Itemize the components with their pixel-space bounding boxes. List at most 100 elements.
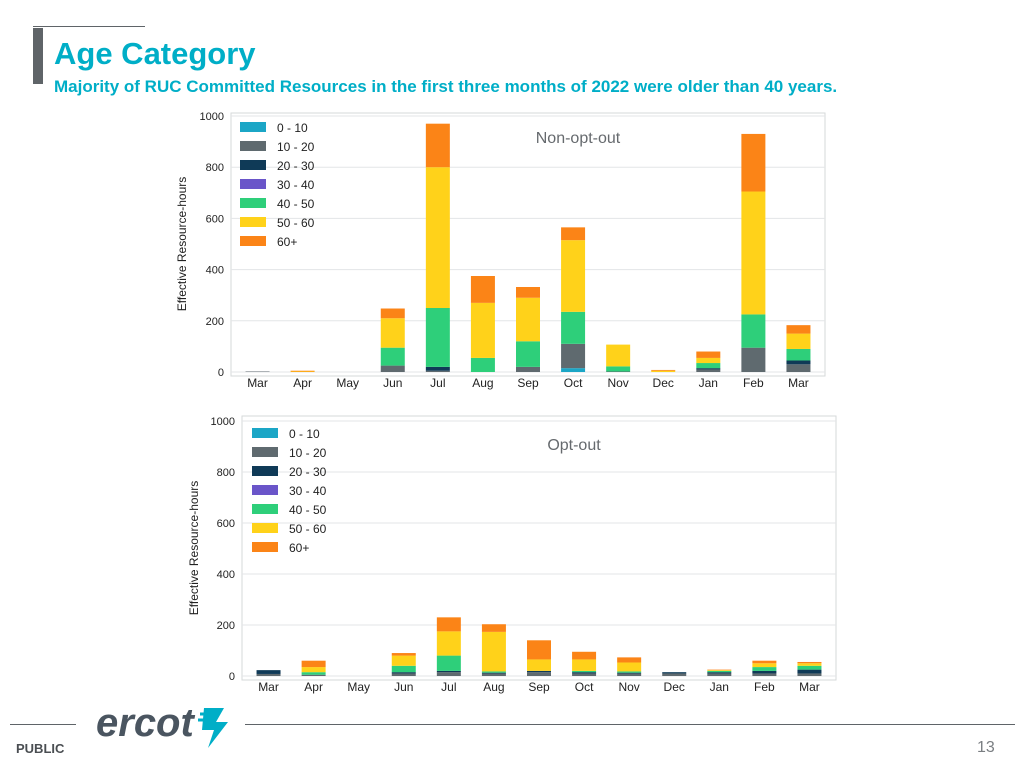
non-opt-out-bar-oct-8-seg-1 [561, 343, 586, 369]
non-opt-out-x-tick-label: Oct [564, 376, 583, 390]
non-opt-out-y-axis-label: Effective Resource-hours [175, 177, 189, 312]
non-opt-out-bar-jul-5-seg-1 [425, 370, 450, 372]
opt-out-bar-mar-13-seg-4 [797, 665, 822, 670]
non-opt-out-legend-swatch [240, 122, 266, 132]
non-opt-out-legend-swatch [240, 236, 266, 246]
opt-out-x-tick-label: Jul [441, 680, 456, 694]
opt-out-plot-frame [241, 415, 837, 681]
opt-out-bar-jun-4-seg-6 [391, 653, 416, 656]
opt-out-bar-apr-2-seg-5 [301, 667, 326, 673]
non-opt-out-x-tick-label: Jan [699, 376, 718, 390]
opt-out-bar-apr-2-seg-4 [301, 672, 326, 675]
non-opt-out-legend-swatch [240, 179, 266, 189]
non-opt-out-bar-feb-12-seg-1 [741, 347, 766, 372]
opt-out-x-tick-label: Mar [799, 680, 820, 694]
opt-out-legend-label: 30 - 40 [289, 484, 327, 498]
non-opt-out-x-tick-label: Dec [653, 376, 674, 390]
non-opt-out-bar-apr-2-seg-6 [290, 370, 315, 372]
non-opt-out-bar-nov-9-seg-5 [606, 344, 631, 367]
opt-out-x-tick-label: Jan [710, 680, 729, 694]
opt-out-bar-jul-5-seg-6 [436, 617, 461, 632]
non-opt-out-bar-jan-11-seg-1 [696, 369, 721, 372]
opt-out-bar-jul-5-seg-4 [436, 655, 461, 671]
opt-out-y-tick-label: 600 [217, 518, 235, 530]
non-opt-out-bar-dec-10-seg-6 [651, 369, 676, 371]
page-title: Age Category [54, 36, 256, 71]
non-opt-out-x-tick-label: Jun [383, 376, 402, 390]
non-opt-out-bar-dec-10-seg-5 [651, 370, 676, 372]
non-opt-out-bar-mar-1-seg-1 [245, 371, 270, 372]
non-opt-out-bar-jan-11-seg-2 [696, 368, 721, 370]
opt-out-bar-mar-13-seg-5 [797, 663, 822, 666]
opt-out-bar-dec-10-seg-2 [662, 672, 687, 674]
non-opt-out-bar-mar-13-seg-1 [786, 364, 811, 372]
opt-out-bar-jun-4-seg-2 [391, 672, 416, 674]
non-opt-out-y-tick-label: 400 [206, 265, 224, 277]
non-opt-out-x-tick-label: Mar [788, 376, 809, 390]
opt-out-bar-oct-8-seg-4 [572, 670, 597, 673]
non-opt-out-x-tick-label: Mar [247, 376, 268, 390]
opt-out-bar-mar-13-seg-1 [797, 673, 822, 676]
opt-out-x-tick-label: Dec [664, 680, 685, 694]
non-opt-out-legend-label: 0 - 10 [277, 121, 308, 135]
non-opt-out-x-tick-label: Jul [430, 376, 445, 390]
opt-out-bar-jul-5-seg-5 [436, 631, 461, 656]
non-opt-out-legend-label: 60+ [277, 235, 297, 249]
opt-out-legend-swatch [252, 523, 278, 533]
non-opt-out-bar-sep-7-seg-6 [516, 287, 540, 298]
non-opt-out-bar-mar-13-seg-2 [786, 360, 811, 365]
opt-out-bar-aug-6-seg-6 [481, 624, 506, 632]
opt-out-bar-apr-2-seg-1 [301, 674, 326, 676]
non-opt-out-x-tick-label: Sep [517, 376, 539, 390]
opt-out-legend-swatch [252, 485, 278, 495]
opt-out-y-axis-label: Effective Resource-hours [187, 481, 201, 616]
non-opt-out-y-tick-label: 0 [218, 367, 224, 379]
non-opt-out-bar-jun-4-seg-5 [380, 318, 405, 348]
opt-out-bar-jan-11-seg-2 [707, 672, 732, 674]
footer-rule-right [245, 724, 1015, 725]
opt-out-bar-oct-8-seg-5 [572, 659, 597, 671]
non-opt-out-bar-feb-12-seg-6 [741, 133, 766, 192]
non-opt-out-legend-swatch [240, 160, 266, 170]
opt-out-y-tick-label: 0 [229, 671, 235, 683]
opt-out-bar-mar-13-seg-2 [797, 669, 822, 674]
non-opt-out-bar-nov-9-seg-1 [606, 371, 631, 372]
non-opt-out-legend-swatch [240, 198, 266, 208]
opt-out-bar-aug-6-seg-1 [481, 673, 506, 676]
title-accent-bar [33, 28, 43, 84]
non-opt-out-bar-mar-13-seg-4 [786, 348, 811, 361]
opt-out-x-tick-label: Nov [618, 680, 639, 694]
non-opt-out-y-tick-label: 1000 [200, 111, 224, 123]
logo-bolt-icon [198, 708, 228, 748]
non-opt-out-bar-feb-12-seg-4 [741, 314, 766, 348]
opt-out-x-tick-label: May [347, 680, 370, 694]
opt-out-y-tick-label: 400 [217, 569, 235, 581]
opt-out-x-tick-label: Aug [483, 680, 504, 694]
opt-out-bar-sep-7-seg-5 [527, 659, 551, 671]
non-opt-out-bar-oct-8-seg-5 [561, 240, 586, 312]
opt-out-legend-label: 0 - 10 [289, 427, 320, 441]
opt-out-bar-jan-11-seg-5 [707, 670, 732, 671]
non-opt-out-bar-jul-5-seg-5 [425, 167, 450, 308]
opt-out-legend-label: 60+ [289, 541, 309, 555]
opt-out-bar-dec-10-seg-1 [662, 673, 687, 676]
opt-out-legend-swatch [252, 542, 278, 552]
opt-out-y-tick-label: 200 [217, 620, 235, 632]
opt-out-bar-nov-9-seg-6 [617, 657, 642, 663]
opt-out-bar-aug-6-seg-5 [481, 631, 506, 672]
opt-out-bar-feb-12-seg-2 [752, 670, 777, 674]
opt-out-bar-aug-6-seg-2 [481, 672, 506, 674]
opt-out-bar-jan-11-seg-1 [707, 673, 732, 676]
opt-out-bar-mar-1-seg-1 [256, 673, 281, 676]
non-opt-out-bar-jan-11-seg-6 [696, 351, 721, 358]
opt-out-x-tick-label: Sep [528, 680, 550, 694]
opt-out-legend-label: 10 - 20 [289, 446, 327, 460]
opt-out-bar-aug-6-seg-4 [481, 671, 506, 673]
non-opt-out-bar-jun-4-seg-6 [380, 308, 405, 319]
non-opt-out-y-tick-label: 200 [206, 316, 224, 328]
opt-out-bar-sep-7-seg-1 [527, 672, 551, 676]
non-opt-out-bar-oct-8-seg-6 [561, 227, 586, 241]
non-opt-out-y-tick-label: 800 [206, 162, 224, 174]
opt-out-bar-jul-5-seg-2 [436, 670, 461, 673]
